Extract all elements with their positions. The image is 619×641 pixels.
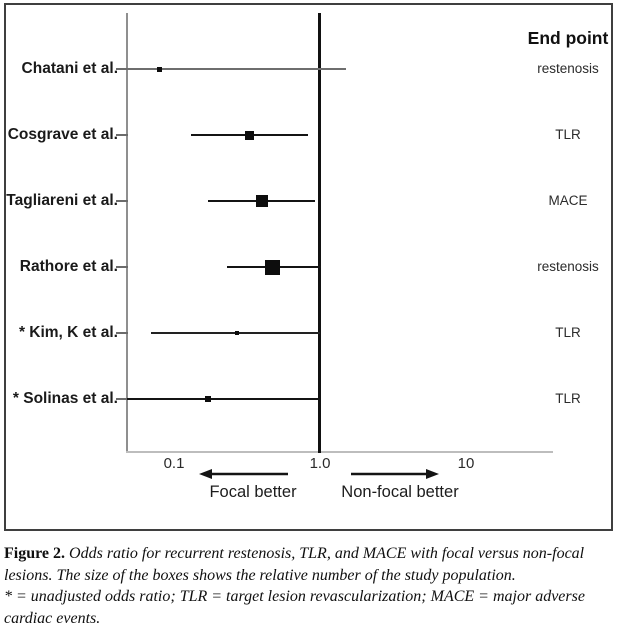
- y-axis-row-tick: [116, 266, 128, 268]
- focal-better-label: Focal better: [209, 483, 297, 501]
- x-axis-line: [126, 451, 553, 453]
- ci-line: [127, 398, 320, 400]
- study-label: Tagliareni et al.: [6, 192, 118, 209]
- or-marker-box: [255, 195, 268, 207]
- or-marker-box: [264, 259, 280, 275]
- caption-figure-label: Figure 2.: [4, 545, 66, 562]
- endpoint-value: TLR: [555, 325, 581, 340]
- or-marker-box: [245, 130, 255, 140]
- ci-line: [127, 68, 346, 70]
- x-tick-label: 10: [457, 455, 475, 472]
- focal-better-arrow-icon: [199, 469, 288, 479]
- endpoint-value: restenosis: [537, 259, 599, 274]
- study-label: Rathore et al.: [19, 258, 118, 275]
- x-tick-label: 0.1: [163, 455, 185, 472]
- endpoint-value: MACE: [548, 193, 588, 208]
- caption-line-1: Figure 2. Odds ratio for recurrent reste…: [4, 543, 616, 565]
- endpoint-value: TLR: [555, 391, 581, 406]
- study-label: Chatani et al.: [21, 60, 118, 77]
- caption-line-2: lesions. The size of the boxes shows the…: [4, 566, 516, 584]
- y-axis-row-tick: [116, 200, 128, 202]
- direction-arrows: [199, 469, 439, 479]
- caption-line-3: * = unadjusted odds ratio; TLR = target …: [4, 588, 585, 605]
- or-marker-box: [157, 66, 163, 72]
- study-label: * Solinas et al.: [12, 390, 118, 407]
- y-axis-row-tick: [116, 398, 128, 400]
- study-label: Cosgrave et al.: [7, 126, 118, 143]
- x-tick-label: 1.0: [309, 455, 331, 472]
- caption-line-1-text: Odds ratio for recurrent restenosis, TLR…: [69, 545, 585, 562]
- reference-line-1.0: [318, 13, 321, 453]
- study-label: * Kim, K et al.: [18, 324, 118, 341]
- or-marker-box: [234, 331, 239, 335]
- caption-line-4: cardiac events.: [4, 609, 101, 627]
- y-axis-line: [126, 13, 128, 453]
- y-axis-row-tick: [116, 134, 128, 136]
- endpoint-column-header: End point: [527, 28, 609, 48]
- endpoint-value: TLR: [555, 127, 581, 142]
- non-focal-better-arrow-icon: [351, 469, 439, 479]
- y-axis-row-tick: [116, 68, 128, 70]
- y-axis-row-tick: [116, 332, 128, 334]
- endpoint-value: restenosis: [537, 61, 599, 76]
- non-focal-better-label: Non-focal better: [341, 483, 459, 501]
- figure-caption: Figure 2. Odds ratio for recurrent reste…: [4, 543, 616, 629]
- or-marker-box: [204, 396, 211, 402]
